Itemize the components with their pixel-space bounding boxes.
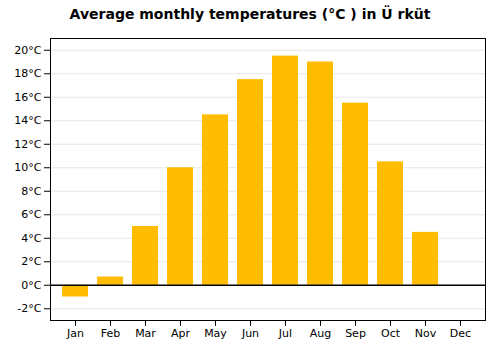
svg-text:Apr: Apr (171, 327, 191, 340)
svg-text:Oct: Oct (381, 327, 401, 340)
svg-text:Jan: Jan (66, 327, 84, 340)
svg-text:12°C: 12°C (14, 138, 41, 151)
svg-text:0°C: 0°C (21, 279, 41, 292)
svg-text:2°C: 2°C (21, 255, 41, 268)
svg-text:20°C: 20°C (14, 44, 41, 57)
svg-text:18°C: 18°C (14, 67, 41, 80)
svg-text:-2°C: -2°C (17, 302, 41, 315)
svg-text:16°C: 16°C (14, 91, 41, 104)
svg-text:Sep: Sep (345, 327, 366, 340)
svg-text:10°C: 10°C (14, 161, 41, 174)
svg-text:14°C: 14°C (14, 114, 41, 127)
html-text:Average monthly temperatures (: Average monthly temperatures (°C ) in Ü … (69, 6, 431, 22)
svg-text:6°C: 6°C (21, 208, 41, 221)
svg-text:Jun: Jun (241, 327, 259, 340)
svg-text:Dec: Dec (450, 327, 471, 340)
svg-text:Aug: Aug (310, 327, 331, 340)
svg-text:Jul: Jul (278, 327, 292, 340)
svg-text:8°C: 8°C (21, 185, 41, 198)
svg-text:May: May (204, 327, 227, 340)
svg-text:Mar: Mar (135, 327, 156, 340)
svg-text:Feb: Feb (101, 327, 120, 340)
svg-text:4°C: 4°C (21, 232, 41, 245)
svg-text:Nov: Nov (415, 327, 437, 340)
